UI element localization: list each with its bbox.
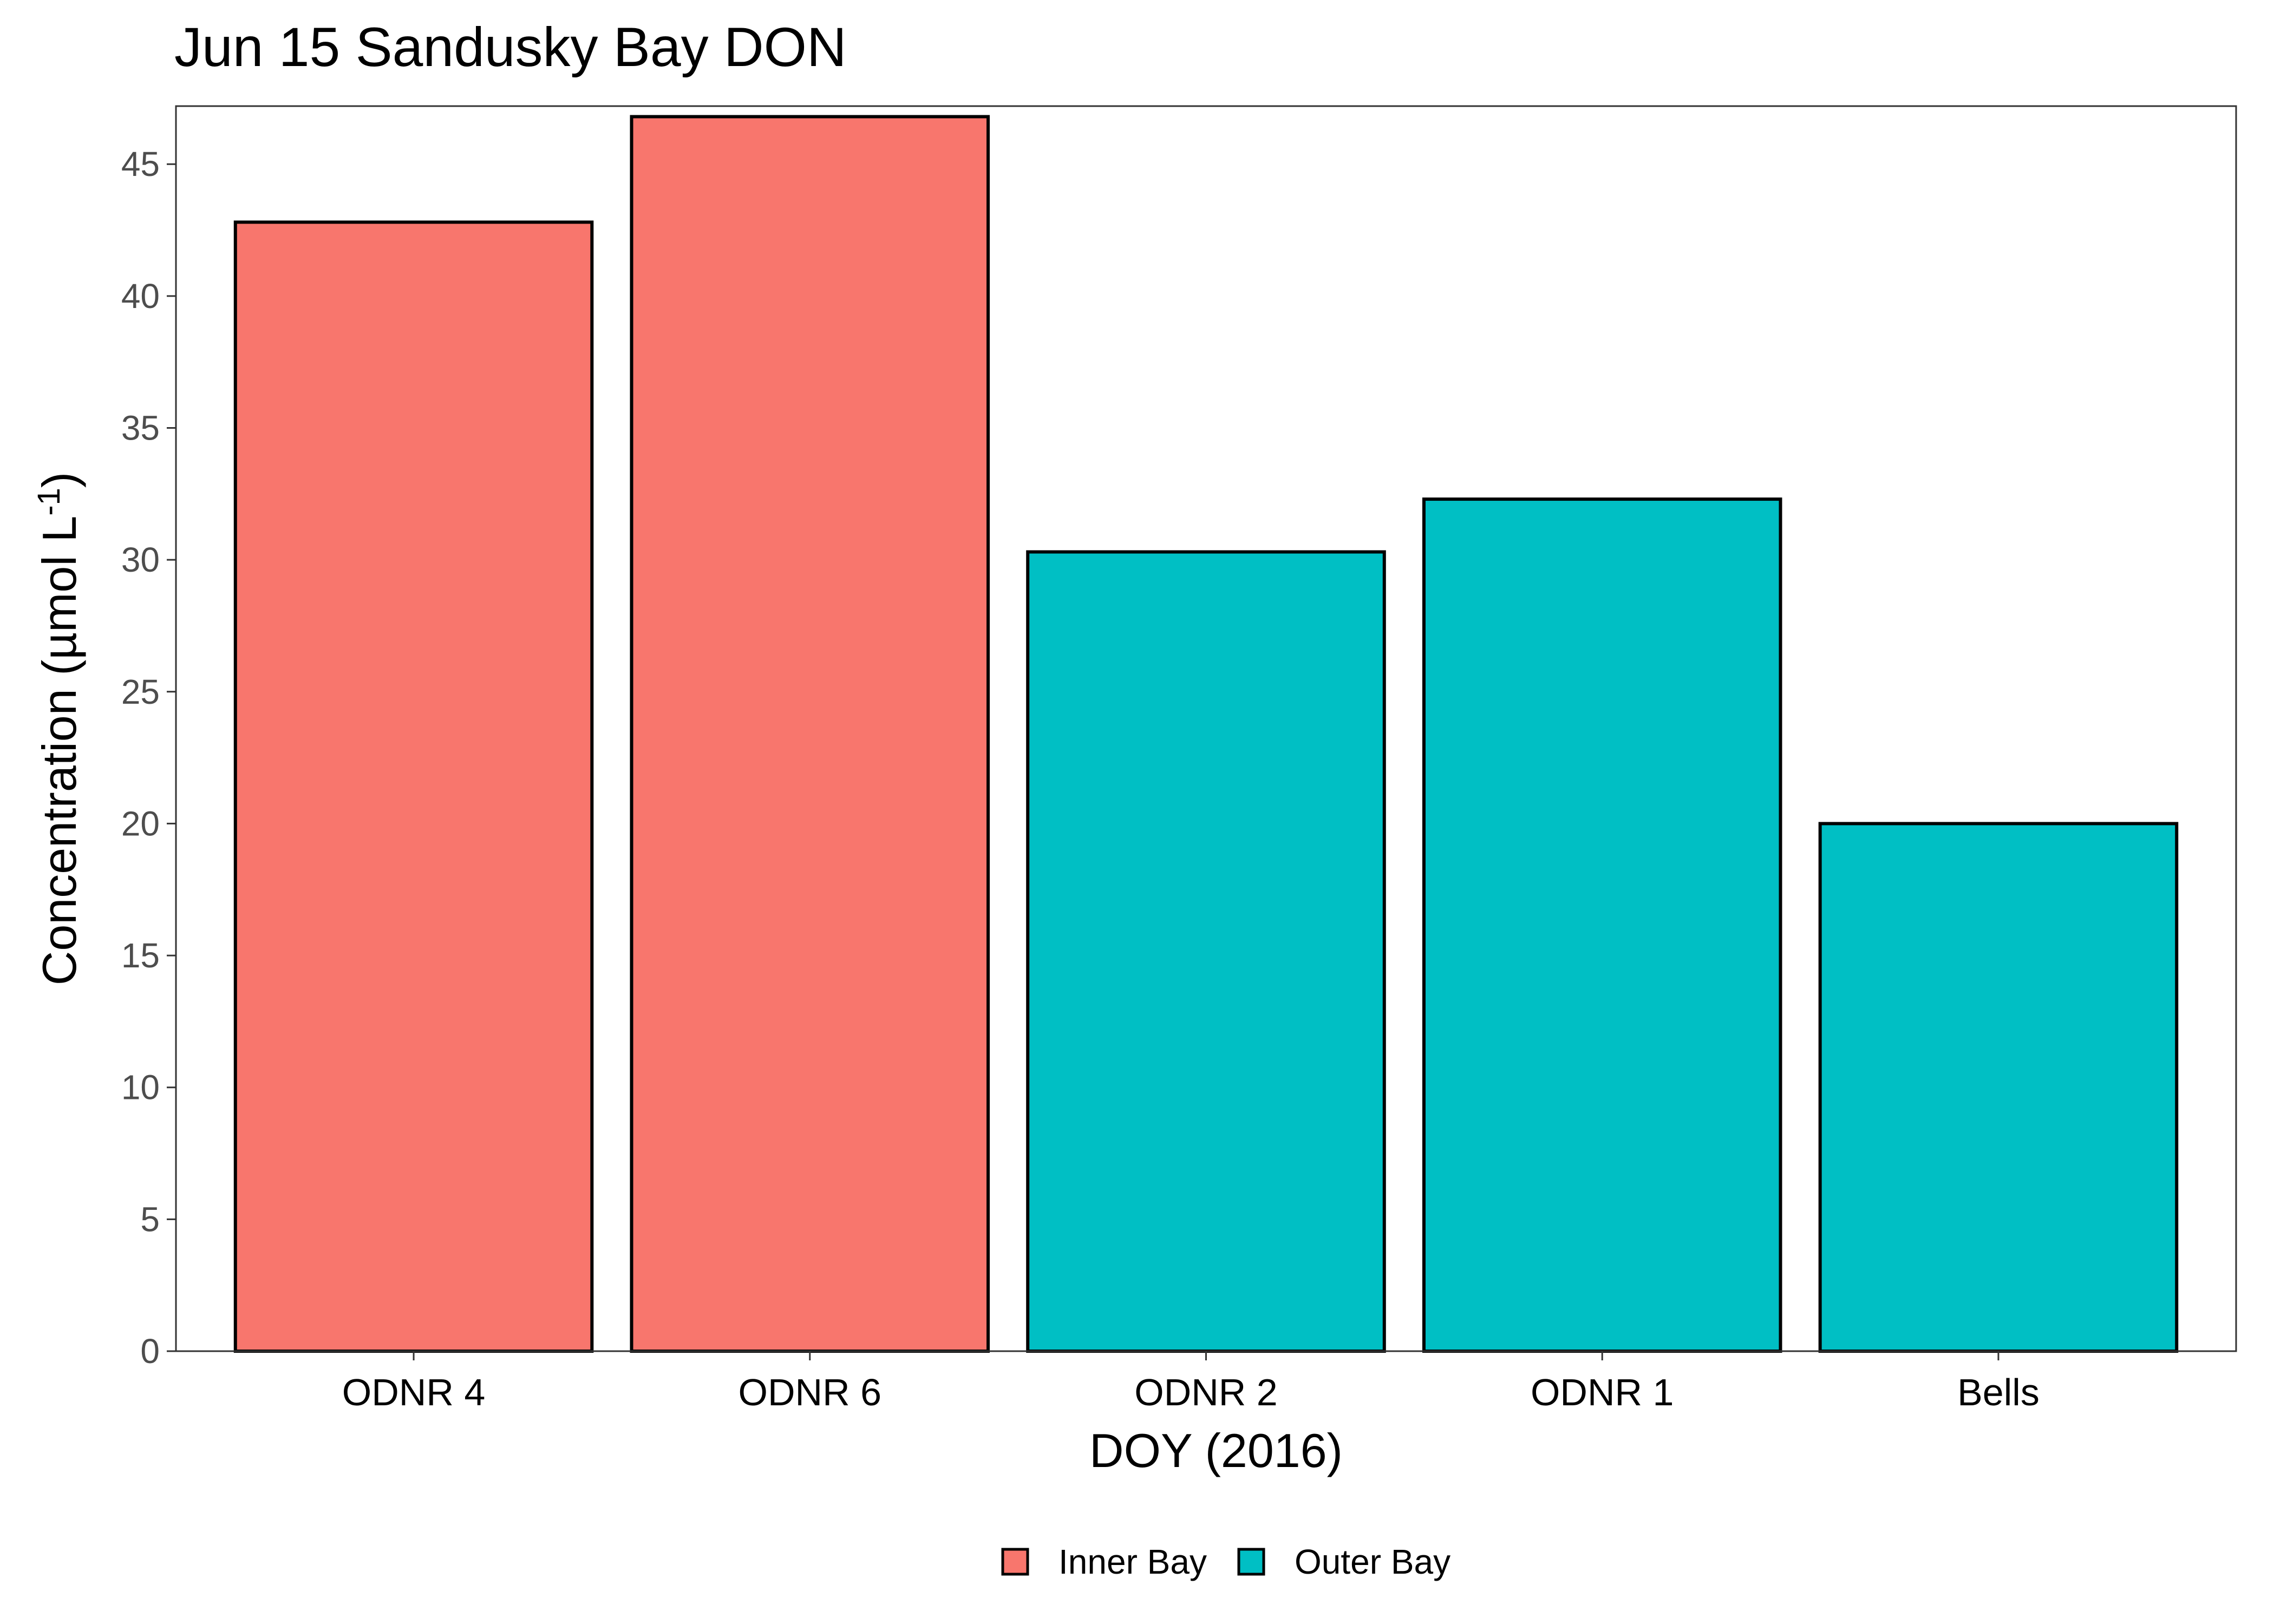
y-tick-label: 35 <box>121 408 160 447</box>
x-tick-label: ODNR 2 <box>1134 1371 1277 1413</box>
x-tick-label: Bells <box>1957 1371 2040 1413</box>
y-axis-ticks: 0 5 10 15 20 25 30 35 40 45 <box>121 145 176 1371</box>
y-tick-label: 20 <box>121 804 160 843</box>
bar-odnr-1 <box>1422 497 1782 1353</box>
chart-title: Jun 15 Sandusky Bay DON <box>174 16 847 78</box>
legend-key-inner-bay <box>1001 1548 1029 1576</box>
y-tick-label: 25 <box>121 672 160 711</box>
legend-label: Outer Bay <box>1295 1542 1450 1581</box>
y-tick-label: 45 <box>121 145 160 184</box>
x-tick-label: ODNR 4 <box>342 1371 485 1413</box>
y-axis-title: Concentration (µmol L-1) <box>31 472 86 985</box>
bar-odnr-6 <box>630 115 990 1353</box>
legend-label: Inner Bay <box>1058 1542 1207 1581</box>
y-tick-label: 5 <box>140 1200 160 1239</box>
x-tick-label: ODNR 6 <box>739 1371 881 1413</box>
bar-bells <box>1818 822 2179 1353</box>
bar-odnr-4 <box>233 220 594 1353</box>
bars <box>233 115 2179 1353</box>
x-axis-title: DOY (2016) <box>1089 1424 1343 1477</box>
y-tick-label: 10 <box>121 1068 160 1107</box>
bar-odnr-2 <box>1026 550 1386 1353</box>
y-tick-label: 30 <box>121 540 160 579</box>
x-axis-ticks: ODNR 4 ODNR 6 ODNR 2 ODNR 1 Bells <box>342 1351 2040 1413</box>
legend: Inner Bay Outer Bay <box>1001 1542 1450 1581</box>
y-tick-label: 40 <box>121 277 160 316</box>
y-tick-label: 15 <box>121 936 160 975</box>
x-tick-label: ODNR 1 <box>1531 1371 1674 1413</box>
legend-key-outer-bay <box>1237 1548 1265 1576</box>
plot-panel-border <box>175 105 2237 1352</box>
y-tick-label: 0 <box>140 1332 160 1371</box>
